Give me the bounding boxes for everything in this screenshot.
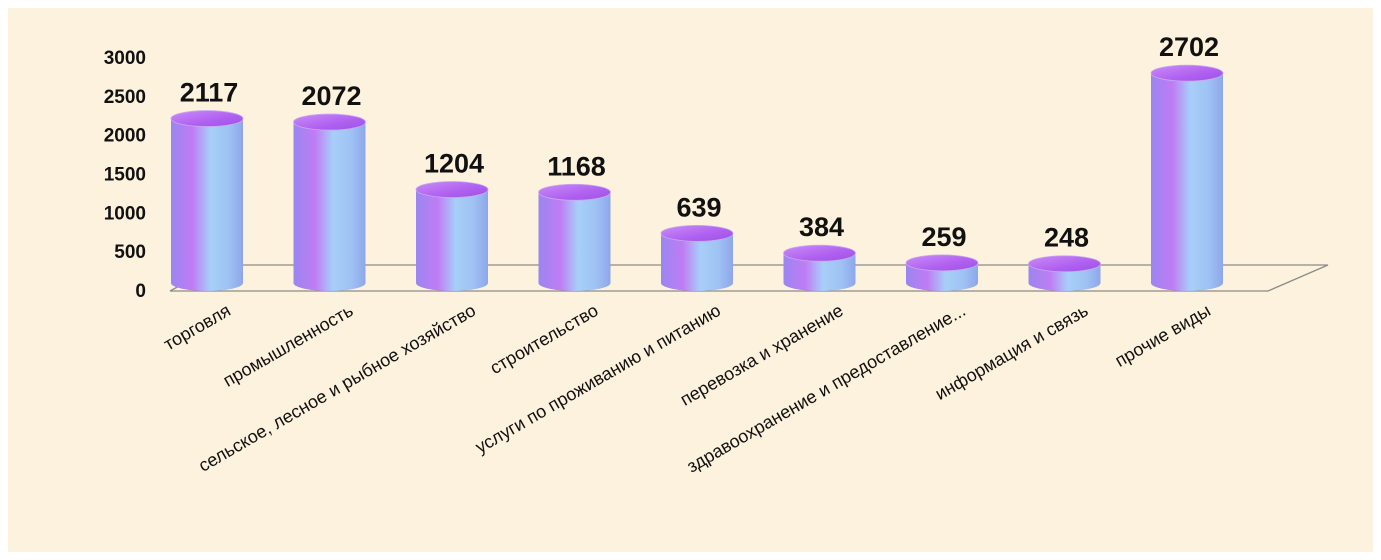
y-tick-label: 1000	[104, 203, 146, 224]
category-label: строительство	[486, 300, 601, 378]
category-label: услуги по проживанию и питанию	[472, 300, 724, 457]
data-label: 639	[676, 192, 721, 222]
y-tick-label: 1500	[104, 165, 146, 186]
y-tick-label: 0	[135, 281, 146, 302]
bar	[170, 110, 244, 291]
chart-panel: 0 500 1000 1500 2000 2500 3000 2117 торговля 207…	[8, 8, 1373, 552]
category-label: прочие виды	[1111, 300, 1214, 371]
data-label: 2072	[301, 81, 361, 111]
data-label: 1168	[547, 151, 606, 181]
bar	[1150, 64, 1224, 291]
bar-chart: 0 500 1000 1500 2000 2500 3000 2117 торговля 207…	[104, 32, 1329, 477]
bar	[293, 113, 366, 291]
bar	[1028, 255, 1101, 291]
bar	[415, 181, 489, 291]
data-label: 248	[1044, 223, 1089, 253]
y-tick-label: 2000	[104, 126, 146, 147]
bar	[660, 224, 734, 291]
data-label: 259	[921, 222, 966, 252]
y-tick-label: 3000	[104, 48, 146, 69]
y-tick-label: 500	[114, 242, 146, 263]
y-tick-label: 2500	[104, 87, 146, 108]
data-label: 2117	[180, 78, 239, 108]
bar	[538, 183, 611, 291]
data-label: 384	[799, 212, 844, 242]
bar	[783, 244, 856, 291]
bar	[905, 254, 979, 291]
data-label: 1204	[424, 148, 484, 178]
data-label: 2702	[1159, 32, 1219, 62]
category-label: торговля	[160, 300, 234, 354]
